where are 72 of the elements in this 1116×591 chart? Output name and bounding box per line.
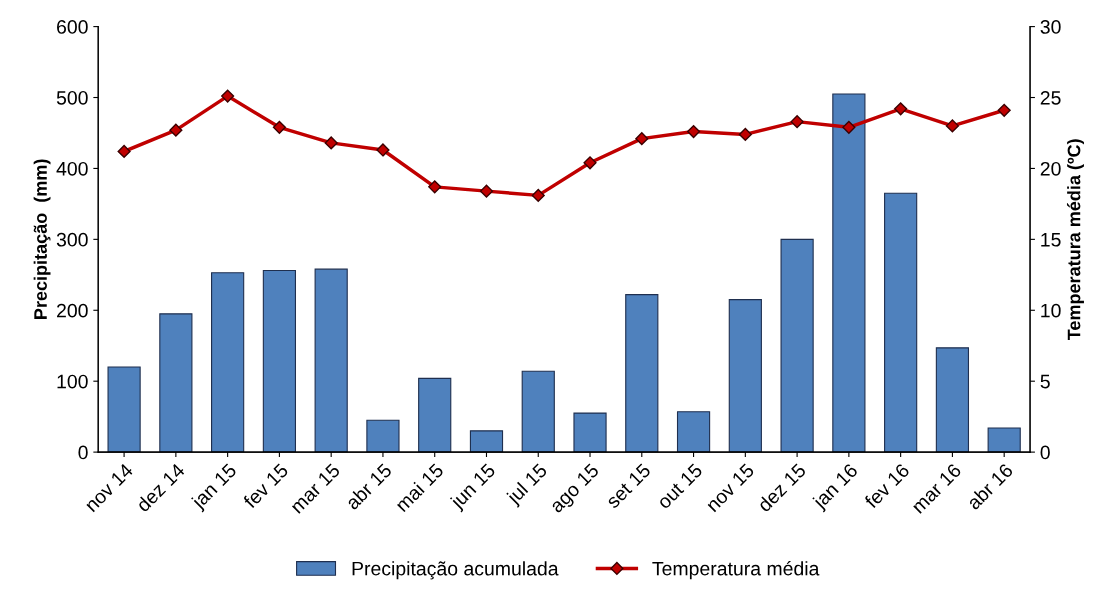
point	[842, 120, 856, 134]
bar	[262, 270, 297, 453]
x-tick-label: dez 15	[756, 462, 807, 513]
x-tick-label: jan 16	[811, 462, 862, 513]
point	[738, 127, 752, 141]
point	[531, 188, 545, 202]
bar	[418, 377, 452, 453]
bar	[728, 299, 762, 453]
point	[428, 180, 442, 194]
x-tick-label: dez 14	[135, 462, 186, 513]
bar	[832, 93, 866, 453]
x-tick-label: jul 15	[505, 462, 551, 508]
x-tick-label: fev 16	[863, 462, 911, 510]
point	[376, 143, 390, 157]
point	[686, 124, 701, 139]
bar	[884, 192, 918, 453]
y-tick-label: 600	[57, 20, 88, 34]
y2-tick-label: 20	[1040, 161, 1061, 176]
x-tick-label: nov 15	[705, 462, 755, 513]
legend-label: Precipitação acumulada	[352, 561, 559, 580]
y2-axis-title: Temperatura média (ºC)	[1066, 139, 1084, 341]
bar	[159, 313, 193, 453]
point	[169, 123, 183, 137]
y-tick-label: 500	[56, 90, 88, 105]
bar	[780, 238, 814, 453]
x-tick-label: abr 15	[344, 462, 393, 511]
point	[997, 103, 1011, 117]
point	[945, 119, 960, 133]
bar	[107, 366, 141, 453]
bar	[314, 268, 348, 453]
legend-label: Temperatura média	[652, 560, 820, 580]
point	[583, 156, 597, 170]
point	[117, 144, 131, 159]
bar	[211, 272, 245, 453]
point	[221, 89, 235, 103]
x-tick-label: nov 14	[84, 462, 134, 513]
point	[324, 136, 338, 150]
x-tick-label: set 15	[605, 462, 652, 510]
x-tick-label: mar 16	[910, 462, 962, 514]
y2-tick-label: 10	[1041, 303, 1061, 318]
bar	[521, 370, 555, 453]
x-tick-label: abr 16	[965, 462, 1014, 511]
x-tick-label: jan 15	[189, 462, 240, 513]
y-tick-label: 200	[57, 303, 88, 318]
bar	[573, 412, 607, 453]
point	[635, 132, 649, 146]
point	[790, 115, 804, 129]
point	[479, 184, 494, 198]
y-tick-label: 400	[56, 161, 88, 176]
y2-tick-label: 25	[1040, 90, 1061, 105]
x-tick-label: mar 15	[289, 462, 341, 514]
y2-tick-label: 5	[1040, 374, 1050, 389]
y-tick-label: 0	[78, 445, 88, 460]
x-tick-label: out 15	[656, 462, 704, 510]
y2-tick-label: 0	[1040, 445, 1050, 460]
bar	[935, 347, 970, 453]
y-tick-label: 300	[56, 232, 88, 247]
bar	[625, 294, 659, 453]
x-tick-label: ago 15	[549, 462, 603, 517]
x-tick-label: jun 15	[448, 462, 499, 513]
bar	[987, 427, 1021, 453]
y-axis-title: Precipitação (mm)	[33, 159, 51, 319]
y2-tick-label: 30	[1040, 20, 1061, 34]
y-tick-label: 100	[57, 374, 88, 389]
bar	[469, 430, 504, 453]
point	[894, 102, 908, 116]
bar	[366, 419, 400, 453]
bar	[676, 411, 711, 453]
point	[272, 120, 286, 134]
y2-tick-label: 15	[1041, 233, 1061, 247]
x-tick-label: mai 15	[394, 462, 445, 513]
x-tick-label: fev 15	[242, 462, 289, 510]
